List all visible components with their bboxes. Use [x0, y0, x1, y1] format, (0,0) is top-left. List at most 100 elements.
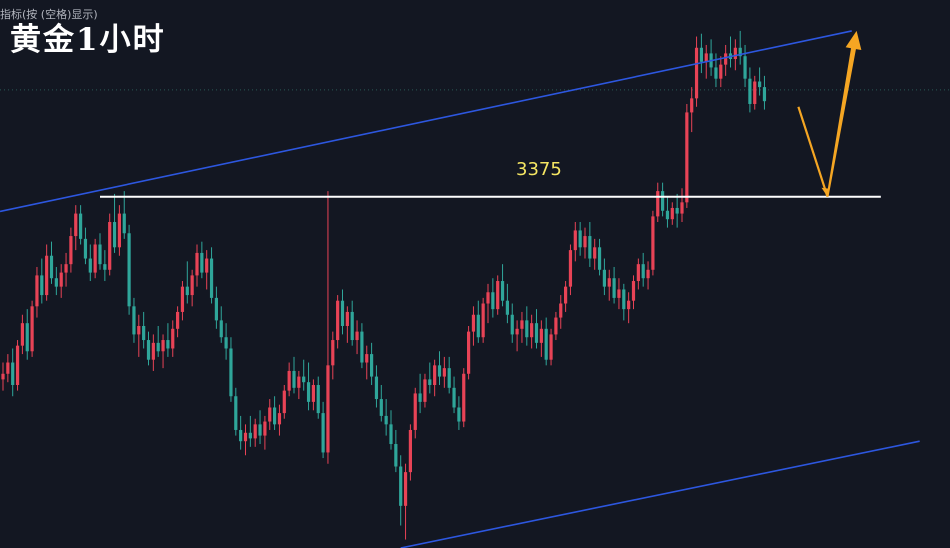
candle-body: [297, 376, 301, 388]
candle-body: [258, 424, 262, 436]
candle-body: [699, 47, 703, 62]
chart-title: 黄金1小时: [10, 22, 166, 58]
candle-body: [588, 236, 592, 259]
candle-body: [287, 370, 291, 391]
candle-body: [452, 387, 456, 408]
candle-body: [180, 286, 185, 312]
candle-body: [93, 244, 97, 273]
candle-body: [622, 289, 626, 310]
candle-body: [680, 202, 684, 214]
candle-body: [617, 289, 621, 298]
candle-body: [336, 300, 340, 341]
candle-body: [510, 314, 514, 335]
candle-body: [656, 191, 660, 217]
channel-lower-line: [400, 440, 920, 548]
candle-body: [641, 264, 645, 279]
candle-body: [273, 407, 277, 425]
candle-body: [25, 323, 29, 352]
candle-body: [762, 87, 767, 102]
candle-body: [573, 230, 577, 251]
candle-body: [302, 376, 306, 383]
candle-body: [423, 379, 427, 402]
candle-body: [394, 444, 398, 467]
candle-body: [462, 373, 466, 422]
candle-body: [389, 424, 393, 445]
candle-body: [321, 413, 325, 453]
candle-body: [292, 370, 296, 388]
candle-body: [311, 385, 315, 402]
candle-body: [166, 340, 170, 349]
candle-body: [59, 272, 63, 287]
candle-body: [365, 354, 369, 363]
candle-body: [112, 222, 117, 248]
candle-body: [428, 379, 432, 386]
candle-body: [544, 328, 548, 360]
candle-body: [239, 429, 243, 442]
candle-body: [137, 325, 141, 335]
candle-body: [578, 230, 582, 248]
candle-body: [171, 328, 175, 349]
candle-body: [714, 67, 718, 79]
candle-body: [583, 236, 587, 248]
candle-body: [234, 396, 238, 430]
candle-body: [442, 368, 446, 377]
candle-body: [408, 429, 412, 473]
projection-up-arrow: [826, 30, 862, 197]
candle-body: [40, 275, 44, 296]
candle-body: [500, 281, 505, 301]
candle-body: [83, 238, 88, 259]
candle-body: [753, 81, 757, 104]
candle-body: [607, 278, 611, 287]
candle-body: [98, 244, 102, 265]
indicator-note[interactable]: 指标(按 (空格)显示): [0, 8, 98, 21]
candle-body: [146, 340, 151, 360]
candle-body: [108, 222, 112, 270]
candle-body: [530, 323, 534, 338]
projection-down-arrow: [797, 106, 829, 198]
candle-body: [185, 286, 189, 296]
candle-body: [151, 342, 155, 360]
candle-body: [486, 292, 490, 304]
candle-body: [176, 311, 180, 329]
candle-body: [559, 303, 563, 318]
candle-body: [200, 252, 204, 273]
candle-body: [738, 47, 742, 57]
candle-body: [370, 354, 374, 377]
candle-body: [161, 340, 165, 352]
candle-body: [447, 368, 451, 388]
candle-body: [88, 258, 92, 273]
candle-body: [719, 64, 723, 79]
candle-body: [117, 213, 121, 248]
candle-body: [743, 56, 747, 79]
candle-body: [64, 264, 68, 273]
candle-body: [30, 306, 34, 352]
candle-body: [35, 275, 39, 307]
candle-body: [384, 415, 388, 425]
candle-body: [554, 317, 558, 335]
candle-body: [127, 233, 131, 307]
candle-body: [690, 98, 694, 113]
candle-body: [263, 421, 267, 436]
candle-body: [437, 365, 442, 377]
candle-body: [355, 331, 359, 341]
candle-body: [631, 281, 636, 301]
candle-body: [471, 314, 476, 332]
candles-layer: [1, 30, 767, 540]
candle-body: [69, 236, 73, 265]
candle-body: [248, 432, 252, 439]
candle-body: [15, 345, 20, 386]
candle-body: [345, 311, 349, 326]
candle-body: [399, 466, 403, 506]
candle-body: [350, 311, 354, 341]
candle-body: [670, 207, 674, 220]
candle-body: [403, 472, 408, 506]
candle-body: [724, 53, 728, 65]
candle-body: [360, 331, 364, 363]
candle-body: [103, 264, 107, 270]
candle-body: [733, 47, 737, 60]
candle-body: [534, 323, 539, 343]
drawings-layer[interactable]: [0, 30, 920, 548]
candle-body: [209, 258, 214, 298]
